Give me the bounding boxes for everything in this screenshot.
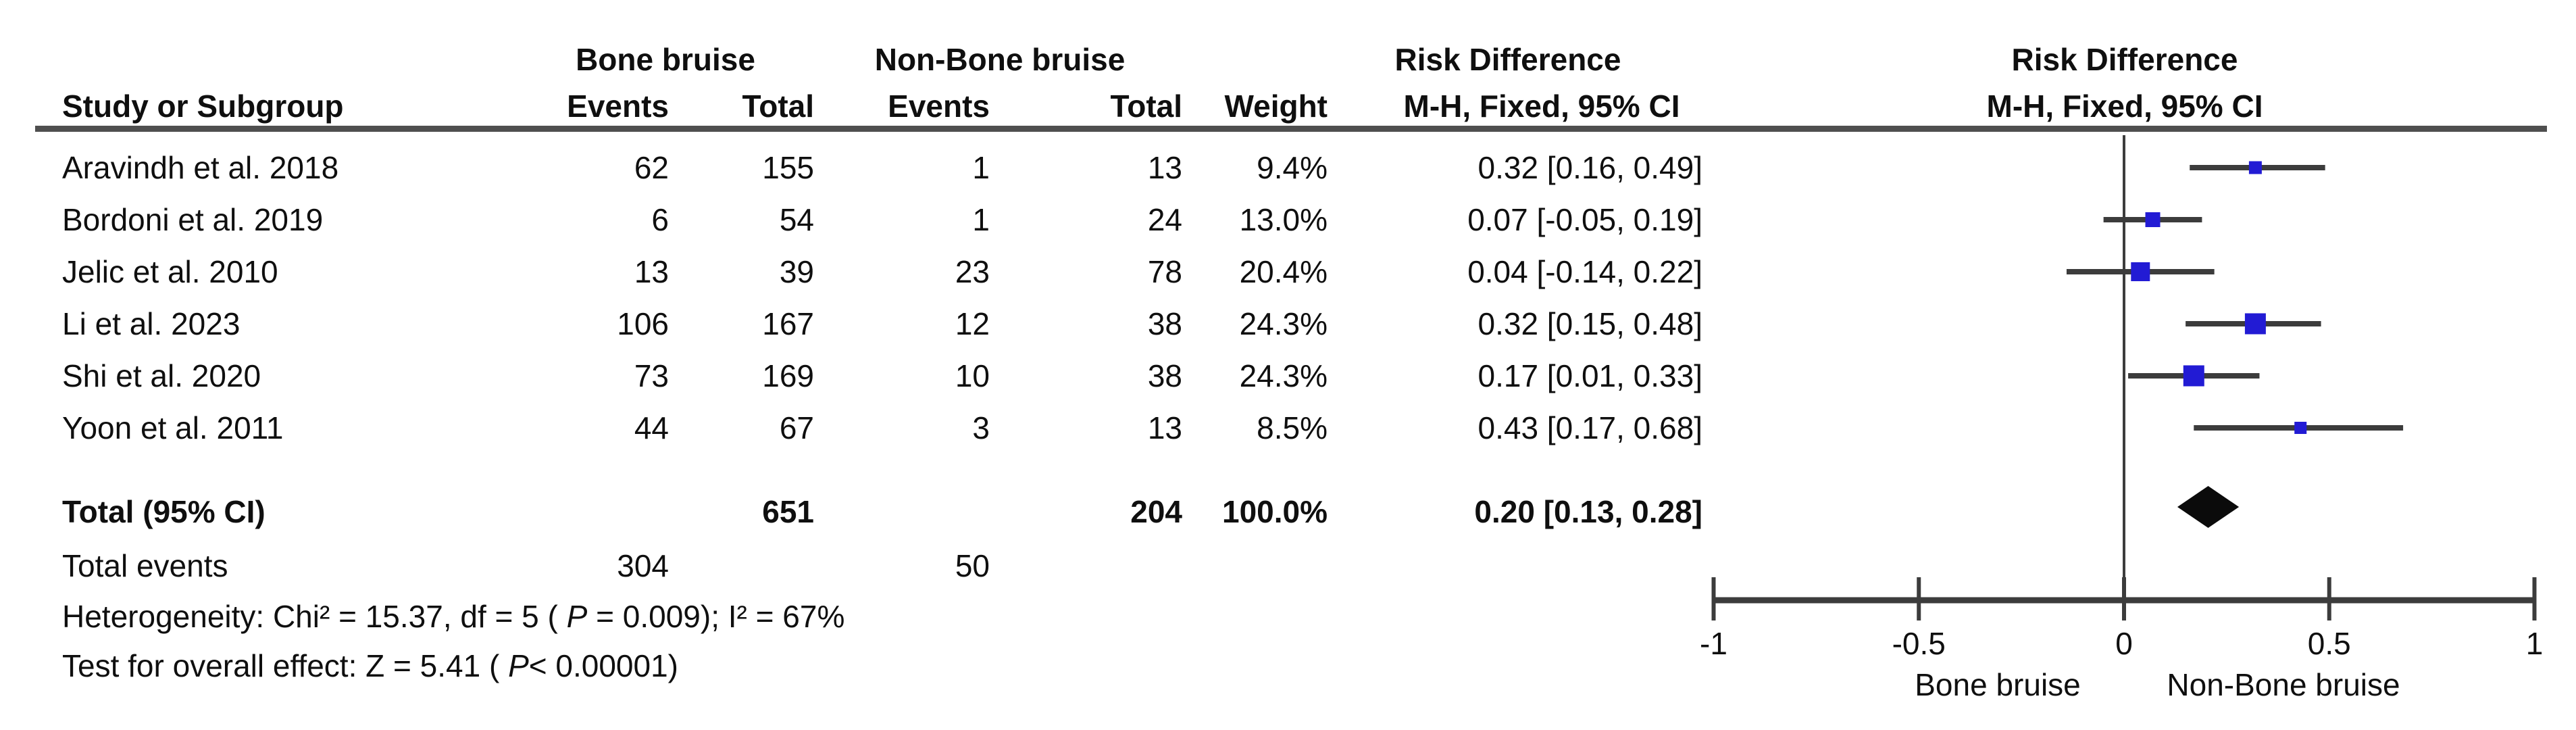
bone-total: 67 <box>779 410 814 445</box>
header-rule <box>35 126 2547 132</box>
study-point-square <box>2131 262 2150 281</box>
study-point-square <box>2248 161 2262 174</box>
col-header-non-total: Total <box>1110 89 1182 124</box>
study-point-square <box>2183 365 2204 387</box>
non-bone-total: 24 <box>1147 202 1182 237</box>
weight-value: 13.0% <box>1239 202 1328 237</box>
study-name: Shi et al. 2020 <box>62 358 261 393</box>
risk-difference-ci: 0.17 [0.01, 0.33] <box>1478 358 1703 393</box>
bone-events: 44 <box>634 410 669 445</box>
bone-events: 6 <box>651 202 669 237</box>
total-bone-total: 651 <box>762 494 814 529</box>
col-header-study: Study or Subgroup <box>62 89 344 124</box>
risk-difference-ci: 0.32 [0.15, 0.48] <box>1478 306 1703 341</box>
non-bone-total: 38 <box>1147 306 1182 341</box>
overall-effect-note: Test for overall effect: Z = 5.41 ( P< 0… <box>62 650 678 681</box>
heterogeneity-note: Heterogeneity: Chi² = 15.37, df = 5 ( P … <box>62 601 844 632</box>
non-bone-events: 10 <box>955 358 990 393</box>
axis-label-left: Bone bruise <box>1915 667 2081 702</box>
heterogeneity-p-symbol: P <box>566 599 588 634</box>
non-bone-total: 38 <box>1147 358 1182 393</box>
tick-label: 0.5 <box>2308 626 2351 661</box>
study-point-square <box>2244 313 2266 335</box>
total-events-label: Total events <box>62 548 228 583</box>
col-header-non-events: Events <box>888 89 990 124</box>
total-weight: 100.0% <box>1221 494 1328 529</box>
risk-difference-ci: 0.32 [0.16, 0.49] <box>1478 150 1703 185</box>
non-bone-total: 13 <box>1147 410 1182 445</box>
study-name: Jelic et al. 2010 <box>62 254 278 289</box>
tick-label: -1 <box>1700 626 1727 661</box>
axis-label-right: Non-Bone bruise <box>2167 667 2400 702</box>
col-header-bone-total: Total <box>742 89 814 124</box>
weight-value: 24.3% <box>1239 306 1328 341</box>
tick-label: 0 <box>2115 626 2133 661</box>
weight-value: 24.3% <box>1239 358 1328 393</box>
total-diamond <box>2177 486 2240 528</box>
bone-total: 155 <box>762 150 814 185</box>
non-bone-total: 78 <box>1147 254 1182 289</box>
bone-total: 54 <box>779 202 814 237</box>
non-bone-events: 3 <box>972 410 990 445</box>
group-header-non-bone-bruise: Non-Bone bruise <box>874 42 1126 77</box>
rd-plot-title: Risk Difference <box>2011 42 2238 77</box>
study-point-square <box>2145 212 2161 227</box>
study-name: Bordoni et al. 2019 <box>62 202 324 237</box>
weight-value: 20.4% <box>1239 254 1328 289</box>
heterogeneity-text-pre: Heterogeneity: Chi² = 15.37, df = 5 ( <box>62 599 567 634</box>
total-row-label: Total (95% CI) <box>62 494 266 529</box>
bone-events: 73 <box>634 358 669 393</box>
heterogeneity-text-post: = 0.009); I² = 67% <box>587 599 845 634</box>
col-header-bone-events: Events <box>567 89 669 124</box>
overall-text-post: < 0.00001) <box>528 648 678 683</box>
study-name: Aravindh et al. 2018 <box>62 150 339 185</box>
bone-events: 13 <box>634 254 669 289</box>
overall-p-symbol: P <box>508 648 529 683</box>
bone-events: 62 <box>634 150 669 185</box>
non-bone-events: 1 <box>972 202 990 237</box>
total-events-non: 50 <box>955 548 990 583</box>
tick-label: -0.5 <box>1892 626 1946 661</box>
study-name: Yoon et al. 2011 <box>62 410 284 445</box>
col-header-rd-ci: M-H, Fixed, 95% CI <box>1403 89 1680 124</box>
risk-difference-ci: 0.43 [0.17, 0.68] <box>1478 410 1703 445</box>
weight-value: 9.4% <box>1257 150 1328 185</box>
non-bone-events: 23 <box>955 254 990 289</box>
bone-total: 169 <box>762 358 814 393</box>
non-bone-events: 12 <box>955 306 990 341</box>
risk-difference-ci: 0.07 [-0.05, 0.19] <box>1467 202 1702 237</box>
bone-total: 167 <box>762 306 814 341</box>
non-bone-total: 13 <box>1147 150 1182 185</box>
group-header-bone-bruise: Bone bruise <box>576 42 755 77</box>
overall-text-pre: Test for overall effect: Z = 5.41 ( <box>62 648 509 683</box>
study-name: Li et al. 2023 <box>62 306 241 341</box>
bone-events: 106 <box>617 306 669 341</box>
non-bone-events: 1 <box>972 150 990 185</box>
plot-header-rd-ci: M-H, Fixed, 95% CI <box>1986 89 2263 124</box>
total-events-bone: 304 <box>617 548 669 583</box>
weight-value: 8.5% <box>1257 410 1328 445</box>
col-header-weight: Weight <box>1224 89 1328 124</box>
total-non-total: 204 <box>1130 494 1182 529</box>
tick-label: 1 <box>2526 626 2544 661</box>
study-point-square <box>2294 422 2307 434</box>
bone-total: 39 <box>779 254 814 289</box>
rd-column-title: Risk Difference <box>1394 42 1621 77</box>
risk-difference-ci: 0.04 [-0.14, 0.22] <box>1467 254 1702 289</box>
total-rd-ci: 0.20 [0.13, 0.28] <box>1474 494 1702 529</box>
